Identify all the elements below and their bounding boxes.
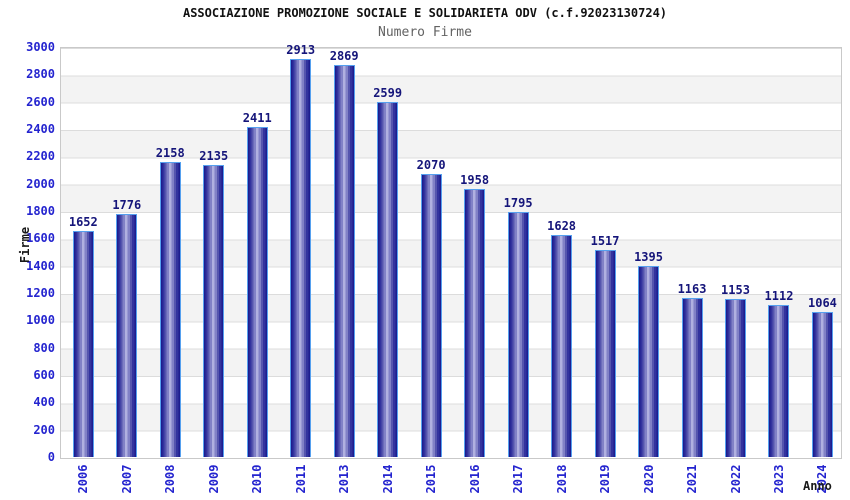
y-tick-label: 2000 [26, 176, 55, 191]
x-tick-label: 2006 [76, 464, 91, 494]
bar-2019 [594, 249, 616, 457]
bar-2023 [768, 305, 790, 457]
x-tick-label: 2016 [467, 464, 482, 494]
y-axis-title: Firme [18, 226, 32, 264]
bar-value-label: 1064 [808, 295, 837, 310]
bar-2015 [420, 174, 442, 457]
x-tick-label: 2014 [380, 464, 395, 494]
y-tick-label: 1000 [26, 313, 55, 328]
bar-value-label: 2599 [373, 85, 403, 100]
bar-value-label: 1776 [112, 198, 142, 213]
x-axis-title: Anno [803, 479, 832, 493]
y-tick-label: 1200 [26, 286, 55, 300]
bar-value-label: 1517 [590, 233, 620, 248]
bar-value-label: 2913 [286, 42, 316, 57]
y-tick-label: 3000 [26, 40, 55, 54]
bar-value-label: 1112 [764, 289, 794, 304]
y-tick-label: 2400 [26, 122, 55, 136]
x-tick-label: 2017 [511, 464, 526, 494]
chart-title: ASSOCIAZIONE PROMOZIONE SOCIALE E SOLIDA… [182, 6, 668, 20]
bar-value-label: 2869 [329, 48, 359, 63]
x-tick-label: 2019 [598, 464, 613, 494]
bar-2017 [507, 211, 529, 457]
x-tick-label: 2021 [685, 464, 700, 494]
y-tick-label: 2800 [26, 67, 55, 82]
x-tick-label: 2013 [337, 464, 352, 494]
bar-2024 [811, 311, 833, 457]
x-tick-label: 2011 [293, 464, 308, 494]
x-tick-label: 2010 [250, 464, 265, 494]
x-tick-label: 2020 [641, 464, 656, 494]
bar-2020 [638, 266, 660, 457]
x-tick-label: 2023 [771, 464, 786, 494]
x-tick-label: 2007 [119, 464, 134, 494]
bar-2007 [116, 214, 138, 457]
bar-value-label: 1795 [503, 195, 533, 210]
bar-value-label: 1958 [460, 173, 490, 188]
y-tick-label: 1800 [26, 204, 55, 218]
bar-2016 [464, 189, 486, 457]
bar-value-label: 1628 [547, 218, 577, 233]
y-tick-label: 200 [33, 422, 55, 437]
bar-2011 [290, 58, 312, 457]
y-tick-label: 2200 [26, 149, 55, 164]
bar-value-label: 2135 [199, 149, 229, 164]
bar-value-label: 1652 [68, 215, 98, 230]
x-tick-label: 2008 [163, 464, 178, 494]
bar-value-label: 2070 [416, 158, 446, 173]
y-tick-label: 0 [47, 450, 55, 464]
x-tick-label: 2009 [206, 464, 221, 494]
bar-value-label: 2158 [155, 146, 185, 161]
bar-2006 [72, 231, 94, 457]
chart-subtitle: Numero Firme [378, 25, 472, 40]
bar-2021 [681, 298, 703, 457]
bar-2008 [159, 162, 181, 457]
y-tick-label: 1600 [26, 231, 55, 246]
bar-value-label: 1153 [721, 283, 750, 298]
x-tick-label: 2018 [554, 464, 569, 494]
y-tick-label: 600 [33, 368, 55, 382]
bar-value-label: 2411 [242, 111, 272, 126]
plot-area [60, 47, 842, 459]
bar-2009 [203, 165, 225, 457]
y-tick-label: 1400 [26, 258, 55, 273]
y-tick-label: 2600 [26, 94, 55, 109]
bar-2014 [377, 101, 399, 457]
x-tick-label: 2022 [728, 464, 743, 494]
bar-2013 [333, 64, 355, 457]
bar-2018 [551, 234, 573, 457]
bar-2010 [246, 127, 268, 457]
y-tick-label: 400 [33, 395, 55, 410]
x-tick-label: 2015 [424, 464, 439, 494]
bar-value-label: 1163 [677, 282, 707, 297]
y-tick-label: 800 [33, 340, 55, 355]
bar-value-label: 1395 [634, 250, 663, 265]
bar-2022 [725, 299, 746, 457]
